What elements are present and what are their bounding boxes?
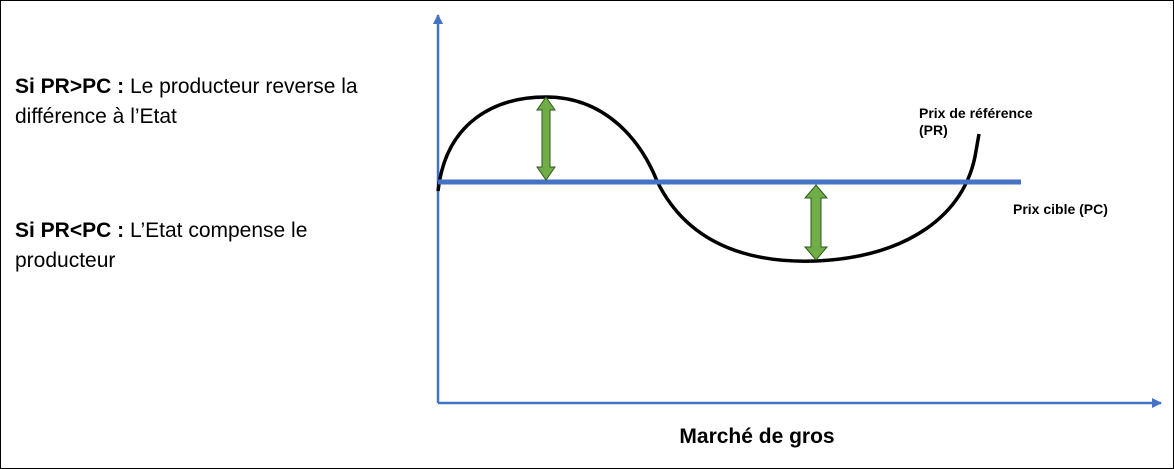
- rule-1-text: Le producteur reverse la différence à l’…: [15, 75, 358, 128]
- difference-arrow-pr-below-pc: [803, 184, 829, 261]
- x-axis-title: Marché de gros: [679, 425, 835, 448]
- rule-1-condition: Si PR>PC :: [15, 75, 125, 98]
- difference-arrow-pr-above-pc: [536, 96, 556, 181]
- reference-price-label-line-1: Prix de référence: [919, 105, 1033, 121]
- rule-2-condition: Si PR<PC :: [15, 219, 125, 242]
- rule-2-text: L’Etat compense le producteur: [15, 219, 308, 272]
- target-price-label: Prix cible (PC): [1013, 201, 1108, 217]
- rule-pr-less-than-pc: Si PR<PC : L’Etat compense le producteur: [15, 216, 410, 276]
- reference-price-label: Prix de référence (PR): [919, 105, 1033, 139]
- reference-price-label-line-2: (PR): [919, 122, 948, 138]
- rule-pr-greater-than-pc: Si PR>PC : Le producteur reverse la diff…: [15, 72, 410, 132]
- reference-price-curve: [436, 95, 981, 263]
